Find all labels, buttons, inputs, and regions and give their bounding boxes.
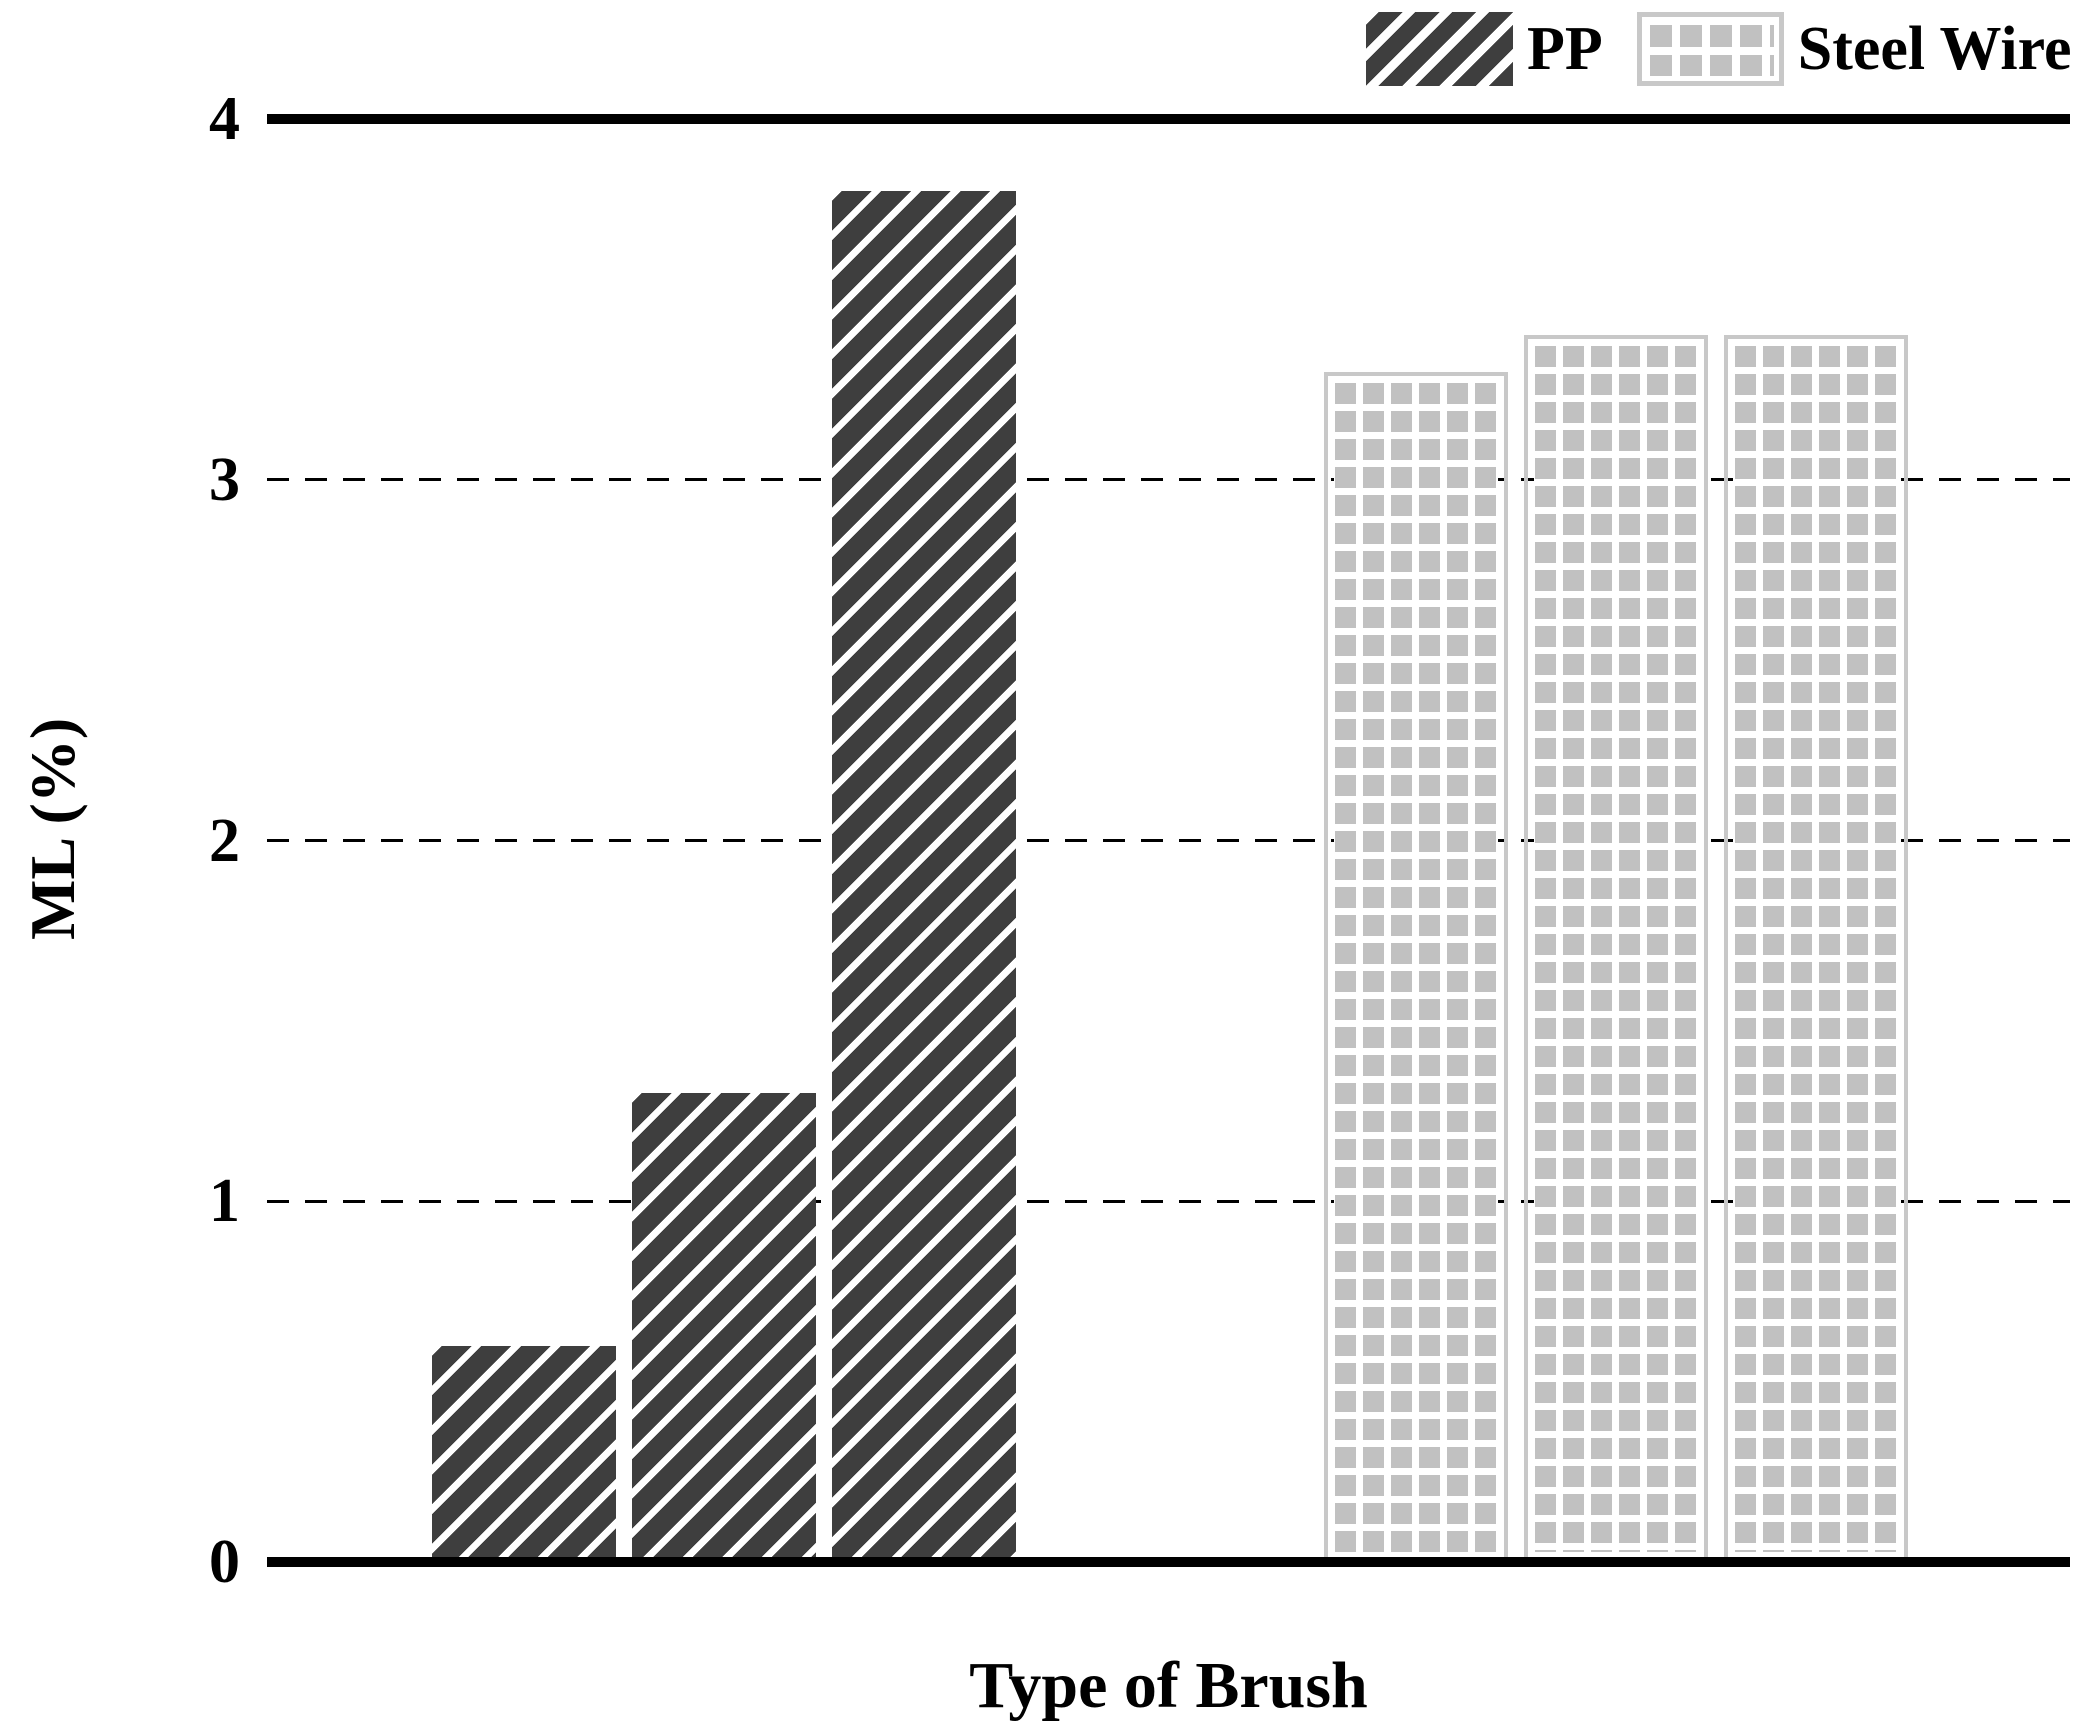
y-tick-label-3: 3 (209, 445, 240, 514)
y-tick-label-1: 1 (209, 1167, 240, 1236)
plot-area (267, 114, 2070, 1567)
legend-swatch-pp (1366, 12, 1513, 86)
y-tick-label-4: 4 (209, 85, 240, 153)
bar-pp-1 (432, 1346, 616, 1562)
legend-swatch-steel-wire (1636, 12, 1784, 86)
x-axis-label: Type of Brush (969, 1649, 1368, 1722)
x-axis-line (267, 1557, 2070, 1567)
bar-steel-wire-3 (1724, 335, 1908, 1562)
axis-top-line (267, 114, 2070, 124)
bar-pp-3 (832, 191, 1016, 1562)
y-tick-label-2: 2 (209, 806, 240, 875)
bar-steel-wire-1 (1324, 372, 1508, 1562)
legend-label-steel-wire: Steel Wire (1797, 15, 2072, 83)
legend-label-pp: PP (1527, 15, 1603, 83)
y-tick-label-0: 0 (209, 1528, 240, 1596)
bar-pp-2 (632, 1093, 816, 1562)
legend: PP Steel Wire (1366, 10, 2072, 88)
gridline-3 (267, 478, 2070, 482)
gridline-2 (267, 839, 2070, 842)
y-axis-label: ML (%) (17, 717, 88, 940)
gridline-1 (267, 1199, 2070, 1203)
bar-steel-wire-2 (1524, 335, 1708, 1562)
